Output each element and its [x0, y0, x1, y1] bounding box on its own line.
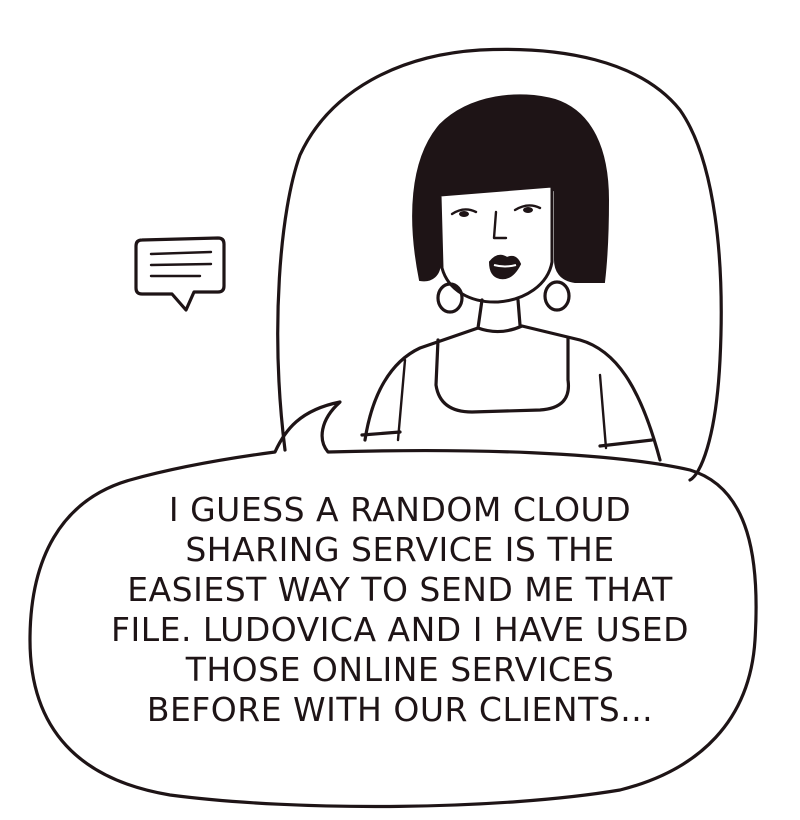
speech-line: SHARING SERVICE IS THE [185, 530, 615, 569]
speech-line: FILE. LUDOVICA AND I HAVE USED [111, 610, 689, 649]
video-frame-bubble [276, 47, 723, 482]
speech-bubble [28, 400, 758, 809]
speech-line: BEFORE WITH OUR CLIENTS... [146, 690, 654, 729]
chat-message-icon [134, 236, 226, 312]
speech-bubble-text: I GUESS A RANDOM CLOUD SHARING SERVICE I… [40, 490, 760, 730]
speech-line: EASIEST WAY TO SEND ME THAT [127, 570, 673, 609]
woman-character [360, 94, 662, 462]
shirt [363, 324, 662, 462]
speech-line: THOSE ONLINE SERVICES [185, 650, 615, 689]
speech-line: I GUESS A RANDOM CLOUD [168, 490, 632, 529]
